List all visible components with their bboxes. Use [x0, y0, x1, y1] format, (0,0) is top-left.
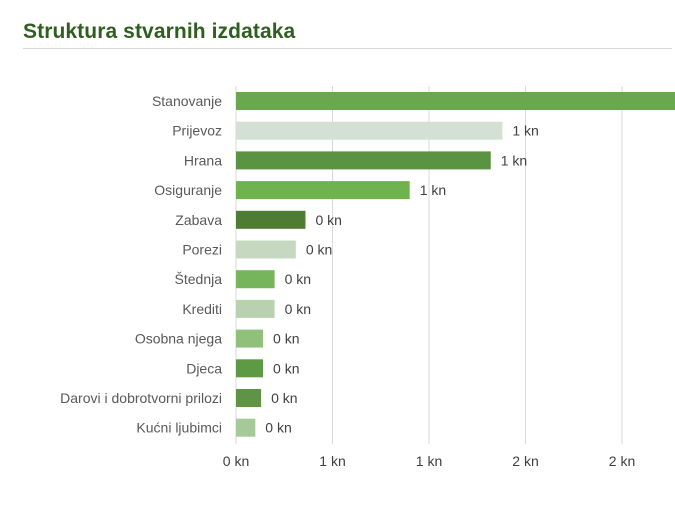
data-label: 0 kn: [271, 390, 297, 406]
bar: [236, 389, 262, 407]
category-label: Hrana: [184, 152, 222, 168]
bar: [236, 151, 491, 170]
category-label: Osobna njega: [135, 331, 222, 347]
x-tick-label: 0 kn: [223, 453, 249, 469]
data-label: 1 kn: [420, 182, 446, 198]
category-label: Prijevoz: [172, 123, 222, 139]
bar: [236, 240, 296, 259]
category-label: Zabava: [175, 212, 222, 228]
data-label: 0 kn: [315, 212, 341, 228]
data-label: 0 kn: [273, 360, 299, 376]
data-label: 0 kn: [306, 242, 332, 258]
bar: [236, 329, 264, 348]
x-tick-label: 2 kn: [609, 453, 635, 469]
chart-title: Struktura stvarnih izdataka: [23, 20, 296, 43]
category-label: Stanovanje: [152, 93, 222, 109]
x-tick-label: 2 kn: [512, 453, 538, 469]
data-label: 1 kn: [512, 123, 538, 139]
category-label: Kućni ljubimci: [136, 420, 222, 436]
bar: [236, 418, 256, 437]
data-label: 0 kn: [273, 331, 299, 347]
bar: [236, 359, 264, 378]
data-label: 1 kn: [501, 152, 527, 168]
category-label: Porezi: [182, 242, 222, 258]
x-tick-label: 1 kn: [319, 453, 345, 469]
bar: [236, 210, 306, 229]
category-label: Krediti: [182, 301, 222, 317]
bar: [236, 92, 675, 110]
bar: [236, 270, 275, 289]
bar: [236, 121, 503, 140]
data-label: 0 kn: [285, 301, 311, 317]
category-label: Djeca: [186, 360, 222, 376]
category-label: Osiguranje: [154, 182, 222, 198]
bar: [236, 181, 410, 200]
data-label: 0 kn: [285, 271, 311, 287]
title-divider: [23, 48, 672, 49]
bar: [236, 299, 275, 318]
data-label: 0 kn: [265, 420, 291, 436]
x-tick-label: 1 kn: [416, 453, 442, 469]
category-label: Štednja: [175, 271, 223, 287]
category-label: Darovi i dobrotvorni prilozi: [60, 390, 222, 406]
